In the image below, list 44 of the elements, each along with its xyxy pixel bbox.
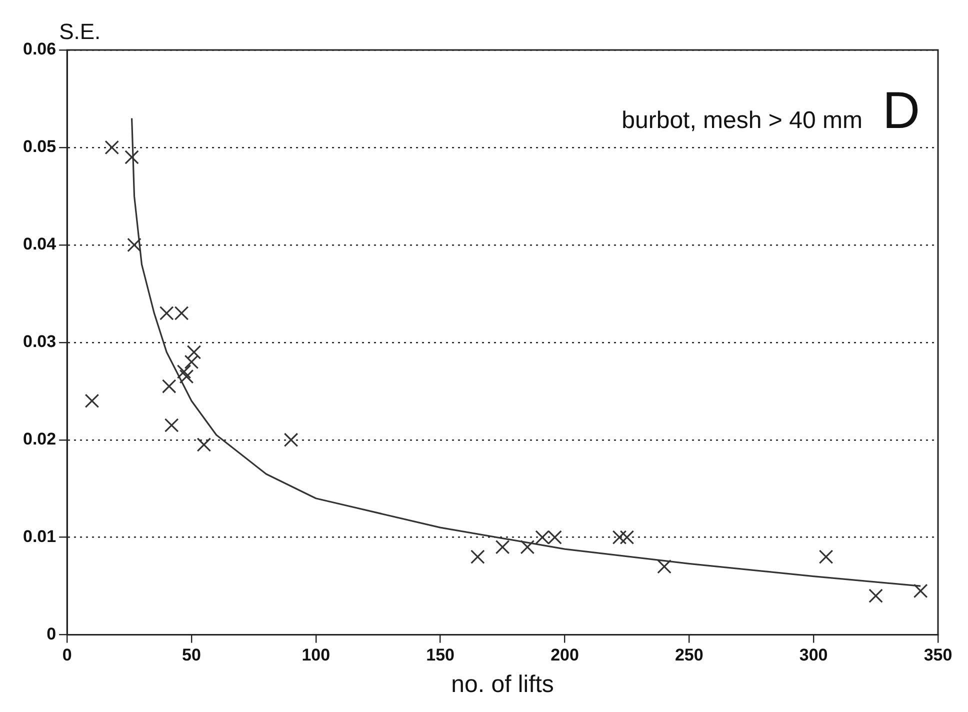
y-tick-label: 0.04: [22, 234, 57, 254]
point: [818, 550, 834, 564]
point: [535, 530, 550, 544]
x-tick-label: 0: [62, 646, 72, 665]
point: [470, 550, 485, 564]
point: [620, 530, 634, 544]
y-tick-label: 0.05: [22, 137, 56, 156]
point: [520, 540, 535, 554]
y-axis-title: S.E.: [59, 19, 101, 44]
x-tick-label: 250: [674, 646, 704, 665]
point: [657, 559, 672, 574]
x-tick-label: 200: [550, 646, 579, 665]
point: [495, 540, 510, 554]
point: [104, 140, 120, 155]
point: [284, 432, 298, 448]
annotation: burbot, mesh > 40 mm: [622, 107, 862, 134]
point: [159, 306, 174, 320]
point: [174, 306, 189, 320]
x-tick-label: 300: [799, 646, 828, 665]
x-tick-label: 350: [924, 646, 952, 665]
y-tick-label: 0: [46, 624, 56, 644]
point: [84, 394, 100, 408]
point: [176, 364, 192, 379]
x-tick-label: 50: [182, 646, 201, 665]
point: [124, 150, 139, 164]
annotation: D: [882, 82, 920, 140]
point: [164, 418, 179, 432]
y-tick-label: 0.01: [22, 527, 56, 546]
point: [913, 584, 928, 598]
y-tick-label: 0.06: [22, 40, 56, 59]
point: [548, 530, 562, 544]
point: [868, 588, 883, 603]
x-tick-label: 100: [302, 646, 330, 665]
point: [127, 238, 142, 252]
x-tick-label: 150: [426, 646, 455, 665]
point: [186, 344, 202, 360]
point: [162, 379, 176, 394]
y-tick-label: 0.03: [22, 332, 56, 352]
point: [612, 530, 627, 544]
point: [196, 438, 212, 452]
point: [179, 369, 194, 384]
point: [184, 354, 199, 370]
y-tick-label: 0.02: [22, 430, 56, 449]
x-axis-title: no. of lifts: [451, 671, 554, 698]
